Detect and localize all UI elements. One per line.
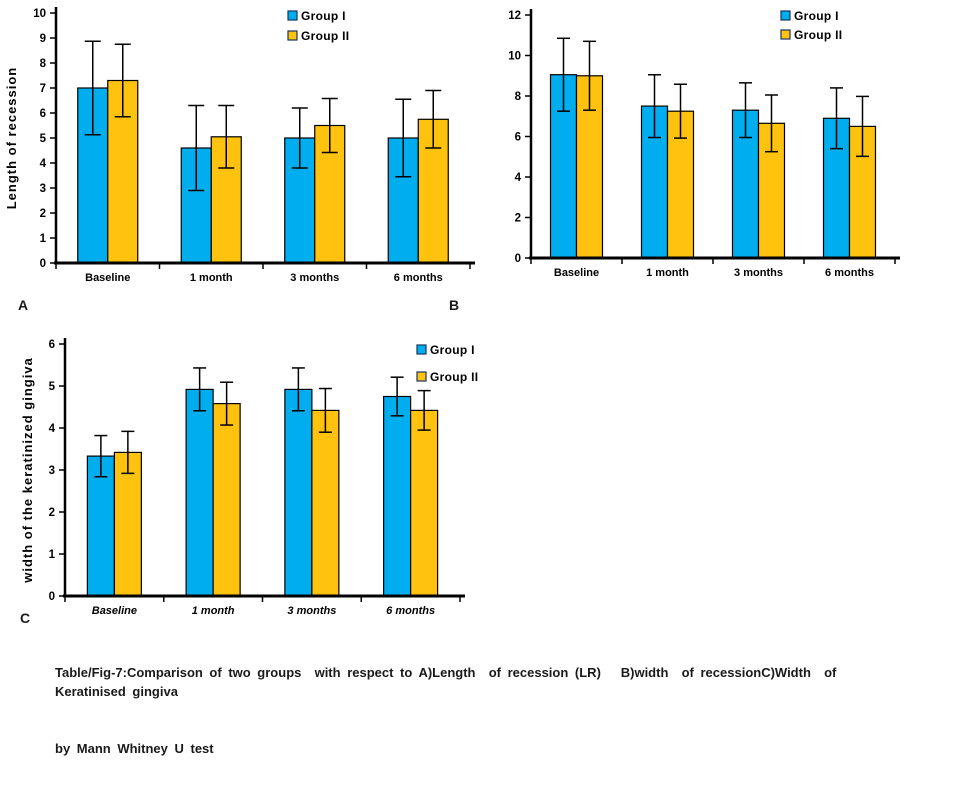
bar-group-ii-1-month <box>212 402 241 597</box>
legend-label-group-ii: Group II <box>301 29 349 43</box>
y-tick-label: 2 <box>49 507 55 519</box>
y-tick-label: 5 <box>49 381 56 393</box>
y-tick-label: 3 <box>40 183 46 195</box>
x-tick-label-3-months: 3 months <box>290 272 339 284</box>
y-tick-label: 4 <box>40 158 47 170</box>
y-tick-label: 4 <box>515 172 522 184</box>
caption-line-1: Table/Fig-7:Comparison of two groups wit… <box>55 665 844 699</box>
y-tick-label: 4 <box>49 423 56 435</box>
panel-label-c: C <box>20 610 31 626</box>
y-tick-label: 1 <box>40 233 47 245</box>
legend-label-group-ii: Group II <box>430 370 478 384</box>
y-tick-label: 2 <box>515 213 521 225</box>
figure-caption: Table/Fig-7:Comparison of two groups wit… <box>55 625 913 796</box>
y-tick-label: 2 <box>40 208 46 220</box>
y-tick-label: 0 <box>40 258 46 270</box>
legend-swatch-group-ii <box>416 371 427 382</box>
x-tick-label-1-month: 1 month <box>192 605 235 617</box>
y-tick-label: 0 <box>515 253 521 265</box>
bar-group-i-3-months <box>284 388 313 597</box>
y-axis-title: width of the keratinized gingiva <box>20 357 35 584</box>
y-tick-label: 6 <box>40 108 46 120</box>
chart-length-of-recession: 0 1 2 3 4 5 6 7 8 9 10 Baseline 1 month 3 months 6 mon… <box>4 7 475 284</box>
chart-width-of-recession: 0 2 4 6 8 10 12 Baseline 1 month 3 months 6 months… <box>508 9 900 279</box>
y-tick-label: 8 <box>515 91 522 103</box>
x-tick-label-6-months: 6 months <box>825 267 874 279</box>
bar-group-ii-baseline <box>113 451 142 597</box>
legend-swatch-group-i <box>416 344 427 355</box>
y-tick-label: 12 <box>508 10 521 22</box>
bar-group-i-6-months <box>383 395 412 597</box>
legend-label-group-i: Group I <box>301 9 346 23</box>
x-tick-label-6-months: 6 months <box>386 605 435 617</box>
x-tick-label-1-month: 1 month <box>646 267 689 279</box>
legend-label-group-i: Group I <box>794 9 839 23</box>
y-tick-label: 5 <box>40 133 47 145</box>
panel-label-b: B <box>449 297 460 313</box>
x-tick-label-3-months: 3 months <box>287 605 336 617</box>
y-tick-label: 0 <box>49 591 55 603</box>
caption-line-2: by Mann Whitney U test <box>55 741 214 756</box>
legend-swatch-group-i <box>287 10 298 21</box>
y-tick-label: 10 <box>508 51 521 63</box>
legend-swatch-group-ii <box>780 29 791 40</box>
chart-width-of-keratinized-gingiva: 0 1 2 3 4 5 6 Baseline 1 month 3 months 6 months wi… <box>20 338 478 617</box>
y-tick-label: 7 <box>40 83 46 95</box>
x-tick-label-baseline: Baseline <box>85 272 130 284</box>
bar-group-ii-3-months <box>311 409 340 597</box>
y-tick-label: 6 <box>49 339 55 351</box>
y-tick-label: 3 <box>49 465 55 477</box>
x-tick-label-baseline: Baseline <box>554 267 599 279</box>
x-tick-label-6-months: 6 months <box>394 272 443 284</box>
x-tick-label-3-months: 3 months <box>734 267 783 279</box>
x-tick-label-baseline: Baseline <box>92 605 137 617</box>
y-tick-label: 6 <box>515 132 521 144</box>
legend-swatch-group-ii <box>287 30 298 41</box>
legend-label-group-i: Group I <box>430 343 475 357</box>
bar-group-ii-6-months <box>410 409 439 597</box>
y-axis-title: Length of recession <box>4 67 19 210</box>
y-tick-label: 9 <box>40 33 46 45</box>
x-tick-label-1-month: 1 month <box>190 272 233 284</box>
y-tick-label: 10 <box>33 8 46 20</box>
bar-group-ii-3-months <box>757 122 786 259</box>
y-tick-label: 1 <box>49 549 56 561</box>
bar-group-i-1-month <box>185 388 214 597</box>
panel-label-a: A <box>18 297 29 313</box>
legend-swatch-group-i <box>780 10 791 21</box>
y-tick-label: 8 <box>40 58 47 70</box>
legend-label-group-ii: Group II <box>794 28 842 42</box>
